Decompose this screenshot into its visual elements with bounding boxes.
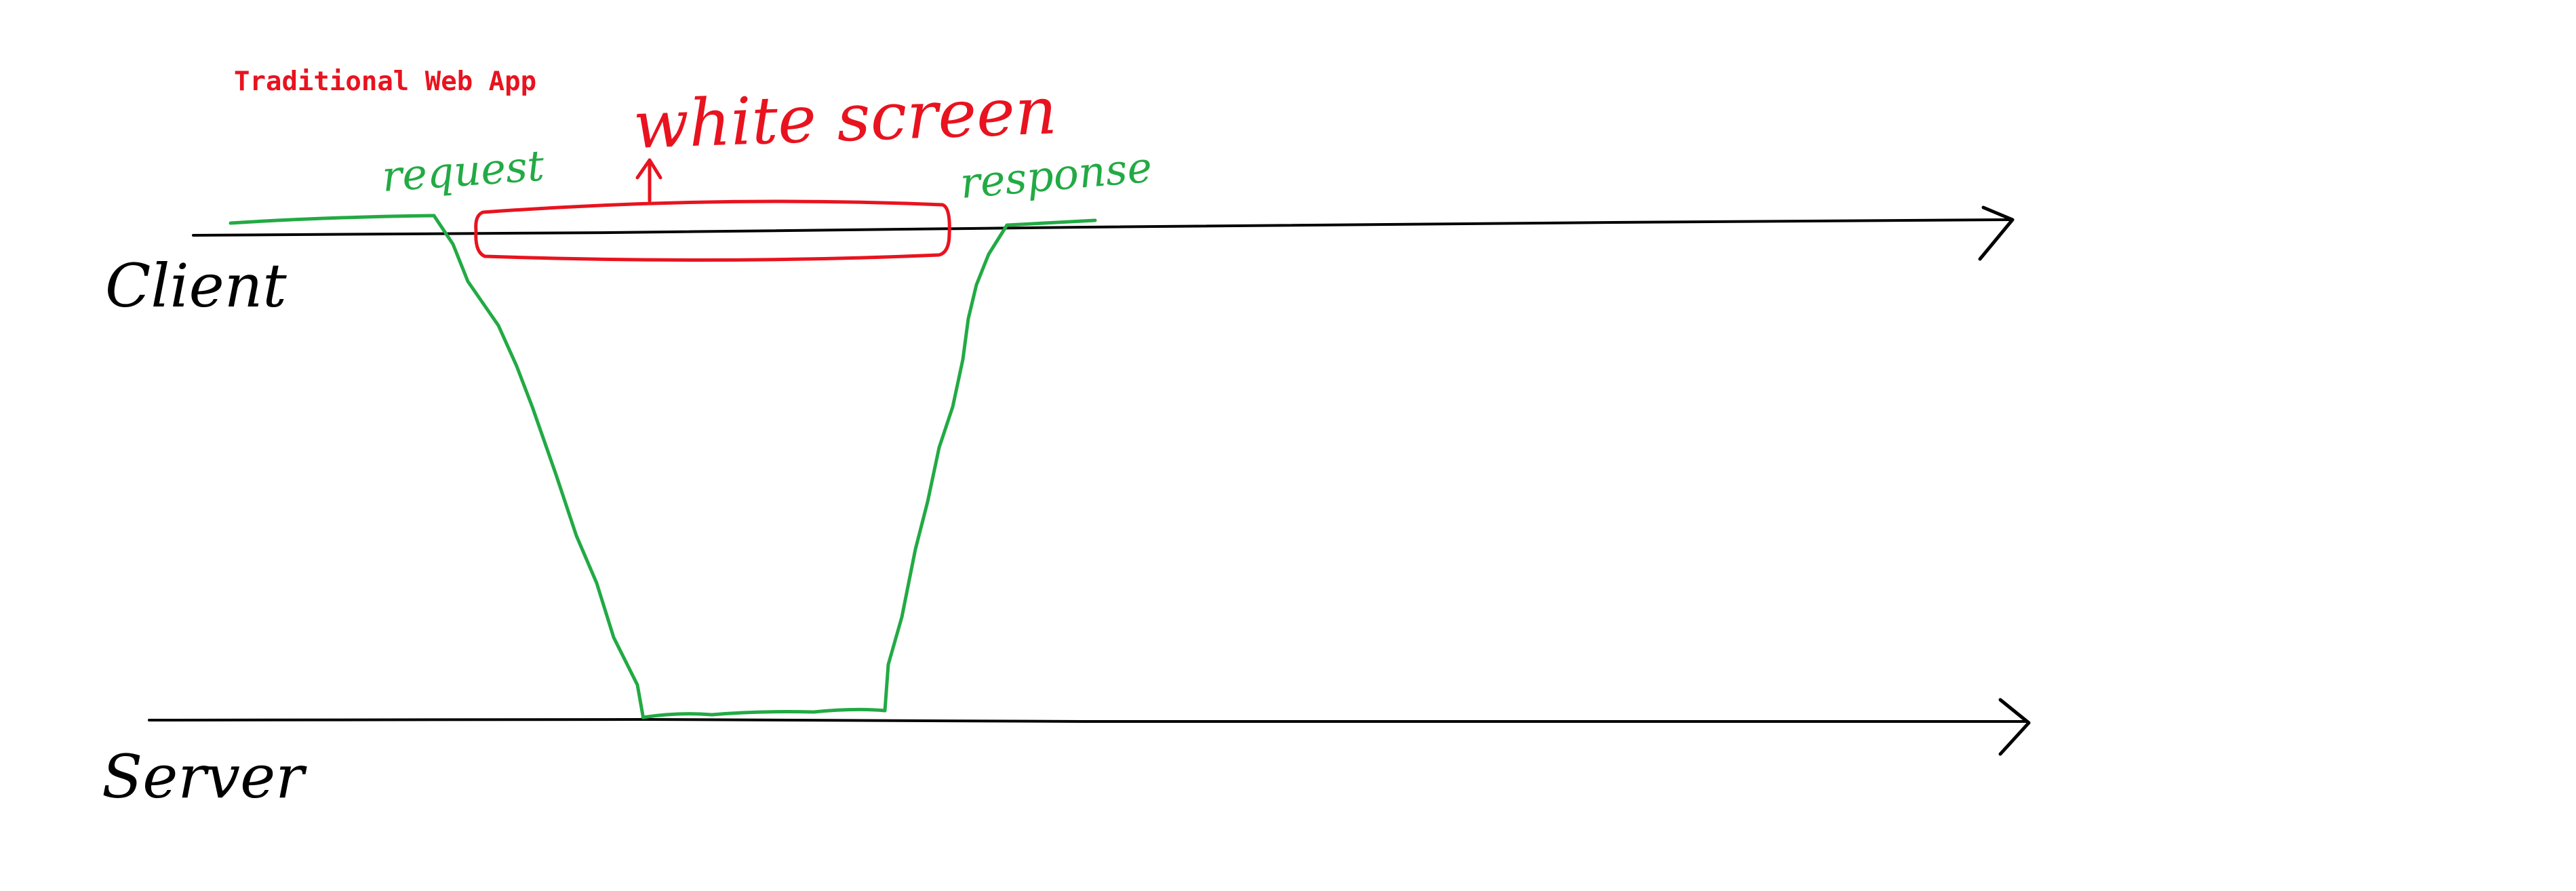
white-screen-pointer-arrow — [635, 158, 662, 203]
white-screen-highlight — [474, 158, 951, 262]
request-label: request — [380, 140, 546, 201]
client-timeline-arrowhead — [1978, 205, 2015, 261]
client-timeline — [192, 205, 2015, 261]
request-path — [432, 214, 645, 717]
server-processing — [641, 707, 887, 719]
server-timeline — [148, 698, 2031, 756]
white-screen-box — [474, 199, 951, 262]
client-activity-before-request — [229, 214, 436, 225]
request-response-flow — [229, 214, 1097, 719]
diagram-title: Traditional Web App — [234, 66, 536, 97]
server-label: Server — [102, 742, 307, 812]
client-label: Client — [105, 251, 287, 321]
server-timeline-arrowhead — [1998, 698, 2031, 756]
white-screen-label: white screen — [632, 73, 1058, 163]
server-timeline-line — [148, 718, 2029, 723]
response-path — [883, 223, 1009, 713]
response-label: response — [958, 142, 1154, 208]
client-activity-after-response — [1005, 218, 1097, 227]
client-timeline-line — [192, 218, 2012, 237]
